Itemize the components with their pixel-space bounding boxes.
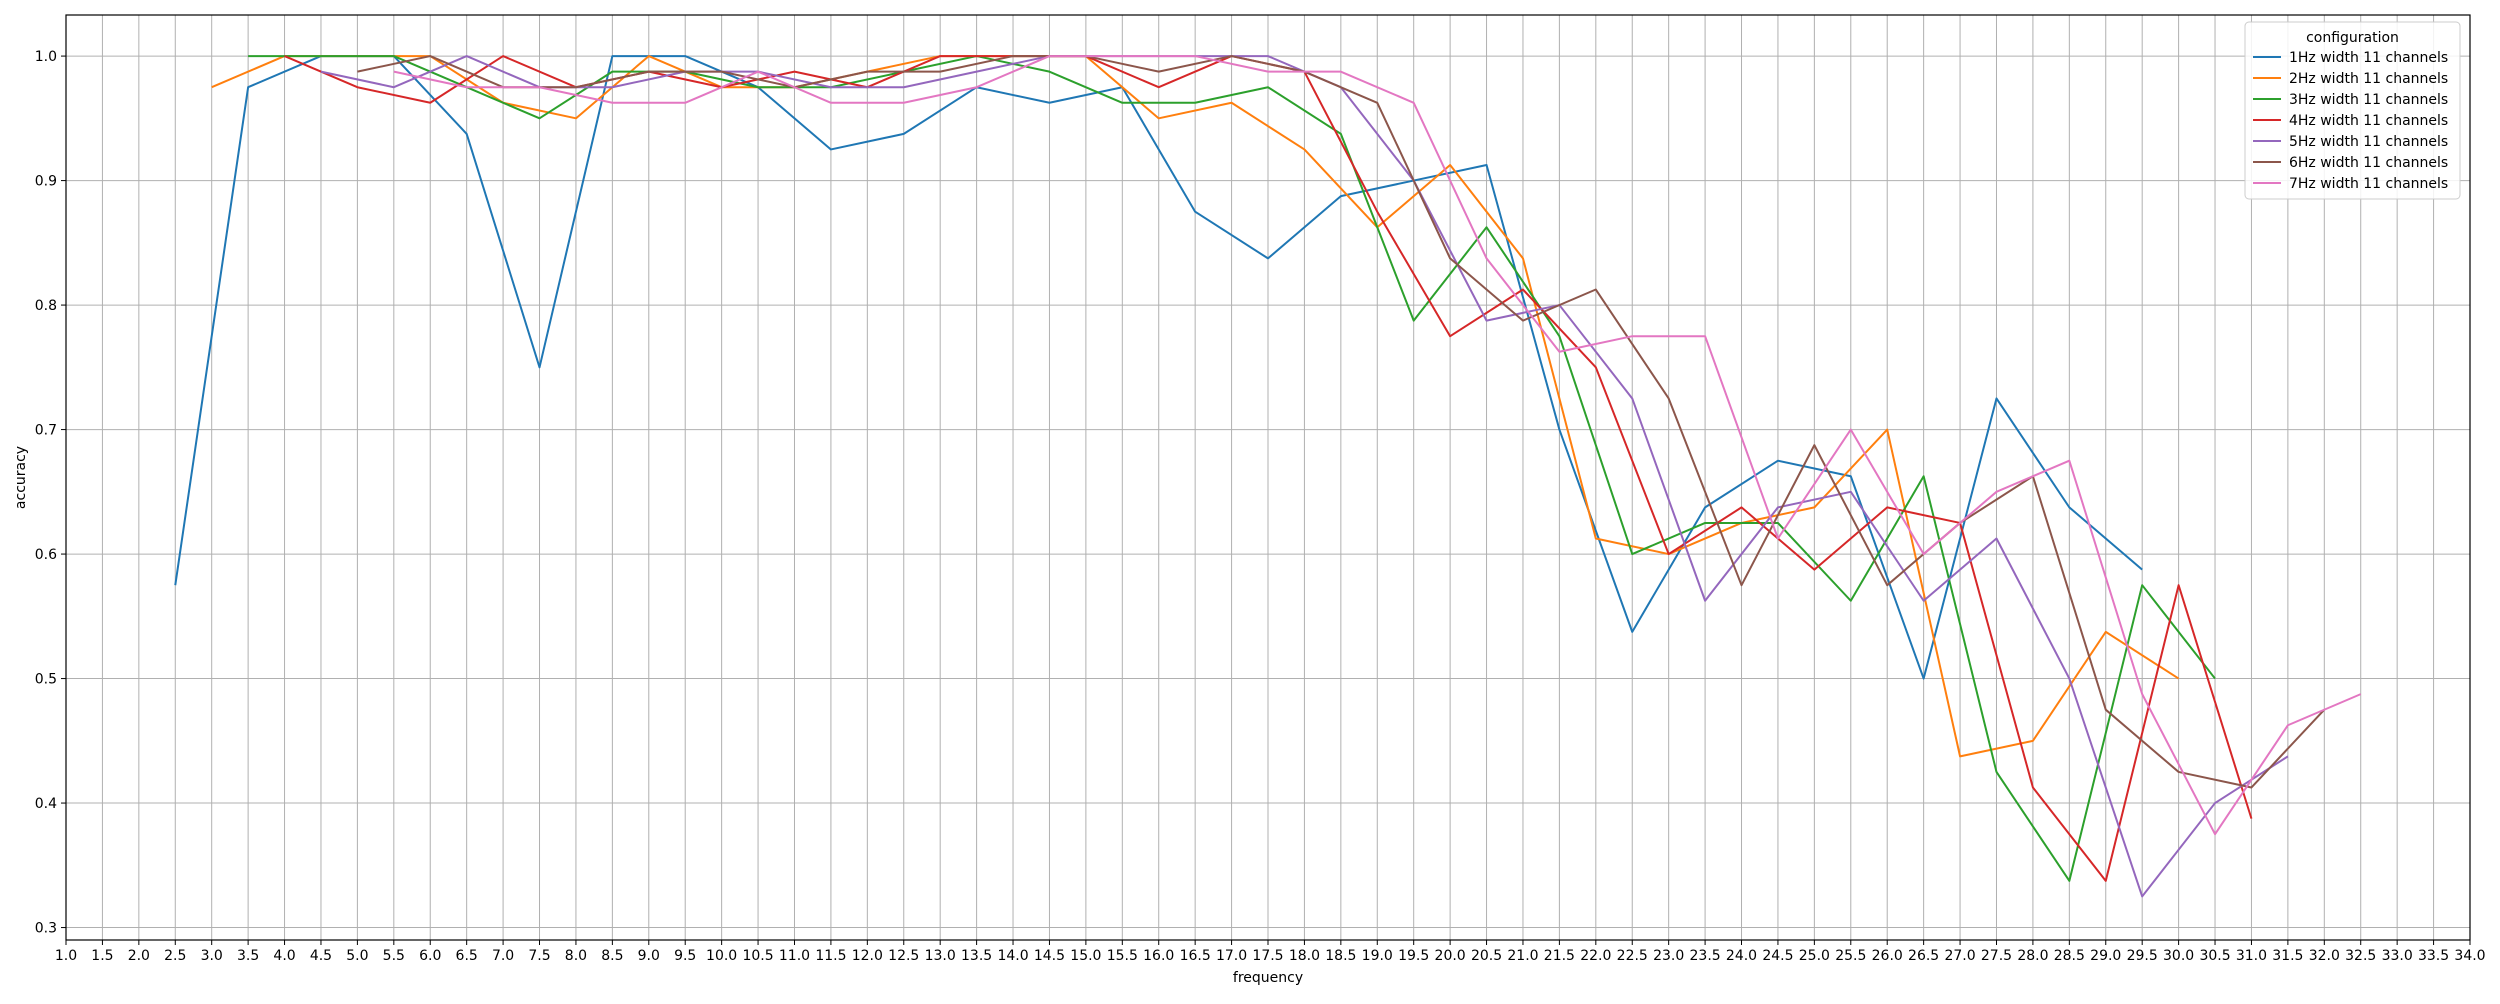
legend-entry-label: 6Hz width 11 channels <box>2289 155 2448 171</box>
x-axis-ticks: 1.0 1.5 2.0 2.5 3.0 3.5 4.0 4.5 5.0 5.5 6.0 6.5 7.0 7… <box>55 940 2486 964</box>
x-tick-label: 32.5 <box>2345 948 2376 964</box>
x-tick-label: 12.0 <box>852 948 883 964</box>
x-tick-label: 29.5 <box>2127 948 2158 964</box>
x-tick-label: 15.5 <box>1107 948 1138 964</box>
x-tick-label: 1.0 <box>55 948 77 964</box>
x-tick-label: 17.0 <box>1216 948 1247 964</box>
x-tick-label: 17.5 <box>1252 948 1283 964</box>
x-tick-label: 18.5 <box>1325 948 1356 964</box>
legend-items: 1Hz width 11 channels 2Hz width 11 channe… <box>2253 50 2448 192</box>
y-axis-label: accuracy <box>13 446 29 509</box>
x-tick-label: 7.0 <box>492 948 514 964</box>
x-tick-label: 18.0 <box>1289 948 1320 964</box>
x-tick-label: 13.5 <box>961 948 992 964</box>
series-line <box>211 55 2180 758</box>
x-tick-label: 28.0 <box>2017 948 2048 964</box>
x-tick-label: 8.0 <box>565 948 587 964</box>
legend-box <box>2244 21 2461 200</box>
x-tick-label: 3.5 <box>237 948 259 964</box>
x-tick-label: 27.5 <box>1981 948 2012 964</box>
y-tick-label: 0.4 <box>35 796 57 812</box>
x-tick-label: 14.0 <box>997 948 1028 964</box>
legend-entry-label: 4Hz width 11 channels <box>2289 113 2448 129</box>
x-tick-label: 30.0 <box>2163 948 2194 964</box>
series-line <box>174 55 2143 680</box>
x-tick-label: 4.0 <box>273 948 295 964</box>
x-tick-label: 25.5 <box>1835 948 1866 964</box>
x-tick-label: 6.5 <box>456 948 478 964</box>
x-tick-label: 9.0 <box>638 948 660 964</box>
y-tick-label: 0.8 <box>35 298 57 314</box>
legend-entry-label: 3Hz width 11 channels <box>2289 92 2448 108</box>
series-lines <box>174 55 2362 898</box>
x-tick-label: 4.5 <box>310 948 332 964</box>
x-tick-label: 6.0 <box>419 948 441 964</box>
legend: configuration 1Hz width 11 channels 2Hz w… <box>2244 21 2461 200</box>
x-tick-label: 19.5 <box>1398 948 1429 964</box>
x-tick-label: 1.5 <box>91 948 113 964</box>
x-tick-label: 10.5 <box>742 948 773 964</box>
y-tick-label: 0.3 <box>35 921 57 937</box>
x-tick-label: 2.5 <box>164 948 186 964</box>
x-tick-label: 8.5 <box>601 948 623 964</box>
x-tick-label: 33.0 <box>2382 948 2413 964</box>
series-line <box>393 55 2362 836</box>
x-tick-label: 16.5 <box>1180 948 1211 964</box>
x-tick-label: 29.0 <box>2090 948 2121 964</box>
legend-entry-label: 2Hz width 11 channels <box>2289 71 2448 87</box>
x-tick-label: 12.5 <box>888 948 919 964</box>
x-tick-label: 10.0 <box>706 948 737 964</box>
x-tick-label: 26.5 <box>1908 948 1939 964</box>
x-tick-label: 19.0 <box>1362 948 1393 964</box>
series-line <box>357 55 2326 789</box>
x-tick-label: 11.5 <box>815 948 846 964</box>
x-tick-label: 21.5 <box>1544 948 1575 964</box>
y-tick-label: 1.0 <box>35 49 57 65</box>
x-tick-label: 32.0 <box>2309 948 2340 964</box>
x-tick-label: 24.5 <box>1762 948 1793 964</box>
x-tick-label: 13.0 <box>925 948 956 964</box>
x-tick-label: 23.5 <box>1690 948 1721 964</box>
x-tick-label: 7.5 <box>528 948 550 964</box>
x-tick-label: 11.0 <box>779 948 810 964</box>
x-tick-label: 20.5 <box>1471 948 1502 964</box>
legend-entry-label: 7Hz width 11 channels <box>2289 176 2448 192</box>
x-tick-label: 3.0 <box>201 948 223 964</box>
x-tick-label: 9.5 <box>674 948 696 964</box>
x-tick-label: 23.0 <box>1653 948 1684 964</box>
x-tick-label: 26.0 <box>1872 948 1903 964</box>
x-tick-label: 31.0 <box>2236 948 2267 964</box>
x-tick-label: 34.0 <box>2454 948 2485 964</box>
y-axis-ticks: 0.3 0.4 0.5 0.6 0.7 0.8 0.9 1.0 <box>35 49 66 937</box>
x-tick-label: 16.0 <box>1143 948 1174 964</box>
y-tick-label: 0.6 <box>35 547 57 563</box>
y-tick-label: 0.7 <box>35 423 57 439</box>
y-tick-label: 0.5 <box>35 672 57 688</box>
x-tick-label: 30.5 <box>2199 948 2230 964</box>
x-tick-label: 20.0 <box>1435 948 1466 964</box>
x-tick-label: 24.0 <box>1726 948 1757 964</box>
x-tick-label: 28.5 <box>2054 948 2085 964</box>
x-tick-label: 2.0 <box>128 948 150 964</box>
legend-entry-label: 5Hz width 11 channels <box>2289 134 2448 150</box>
x-tick-label: 15.0 <box>1070 948 1101 964</box>
legend-title: configuration <box>2306 30 2399 46</box>
x-tick-label: 14.5 <box>1034 948 1065 964</box>
x-tick-label: 5.5 <box>383 948 405 964</box>
x-tick-label: 22.0 <box>1580 948 1611 964</box>
x-tick-label: 31.5 <box>2272 948 2303 964</box>
y-tick-label: 0.9 <box>35 174 57 190</box>
x-tick-label: 21.0 <box>1507 948 1538 964</box>
x-tick-label: 22.5 <box>1617 948 1648 964</box>
legend-entry-label: 1Hz width 11 channels <box>2289 50 2448 66</box>
x-tick-label: 25.0 <box>1799 948 1830 964</box>
x-tick-label: 33.5 <box>2418 948 2449 964</box>
x-axis-label: frequency <box>1233 970 1303 986</box>
x-tick-label: 5.0 <box>346 948 368 964</box>
x-tick-label: 27.0 <box>1944 948 1975 964</box>
